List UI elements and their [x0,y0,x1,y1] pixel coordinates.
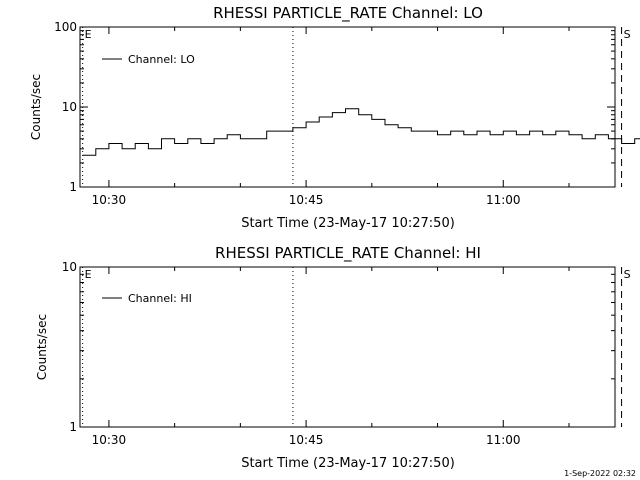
plot-frame [79,26,616,188]
y-axis-label: Counts/sec [29,74,43,140]
x-tick-label: 10:30 [92,433,127,447]
legend: Channel: HI [102,292,192,305]
x-tick-label: 11:00 [486,193,521,207]
y-tick-label: 1 [69,180,77,194]
x-tick-label: 10:45 [289,193,324,207]
y-axis-label: Counts/sec [35,314,49,380]
legend-label: Channel: HI [128,292,192,305]
plot-frame [79,266,616,428]
marker-label: E [85,268,92,281]
legend-label: Channel: LO [128,53,195,66]
legend: Channel: LO [102,53,195,66]
chart-marks: ESE10:3010:4511:0011:1511:3011:4512:0011… [62,260,631,447]
x-axis-label: Start Time (23-May-17 10:27:50) [241,456,455,471]
marker-label: S [624,268,631,281]
chart-marks: ESE10:3010:4511:0011:1511:3011:4512:0011… [54,20,640,207]
panel-lo: RHESSI PARTICLE_RATE Channel: LO Counts/… [29,4,640,231]
y-tick-label: 1 [69,420,77,434]
x-tick-label: 10:45 [289,433,324,447]
footer-timestamp: 1-Sep-2022 02:32 [564,469,636,478]
series-line [82,108,640,156]
y-tick-label: 100 [54,20,77,34]
chart-title: RHESSI PARTICLE_RATE Channel: HI [215,244,481,263]
x-axis-label: Start Time (23-May-17 10:27:50) [241,216,455,231]
marker-label: S [624,28,631,41]
panel-hi: RHESSI PARTICLE_RATE Channel: HI Counts/… [35,244,631,471]
chart-title: RHESSI PARTICLE_RATE Channel: LO [213,4,483,23]
x-tick-label: 10:30 [92,193,127,207]
x-tick-label: 11:00 [486,433,521,447]
y-tick-label: 10 [62,260,77,274]
y-tick-label: 10 [62,100,77,114]
marker-label: E [85,28,92,41]
